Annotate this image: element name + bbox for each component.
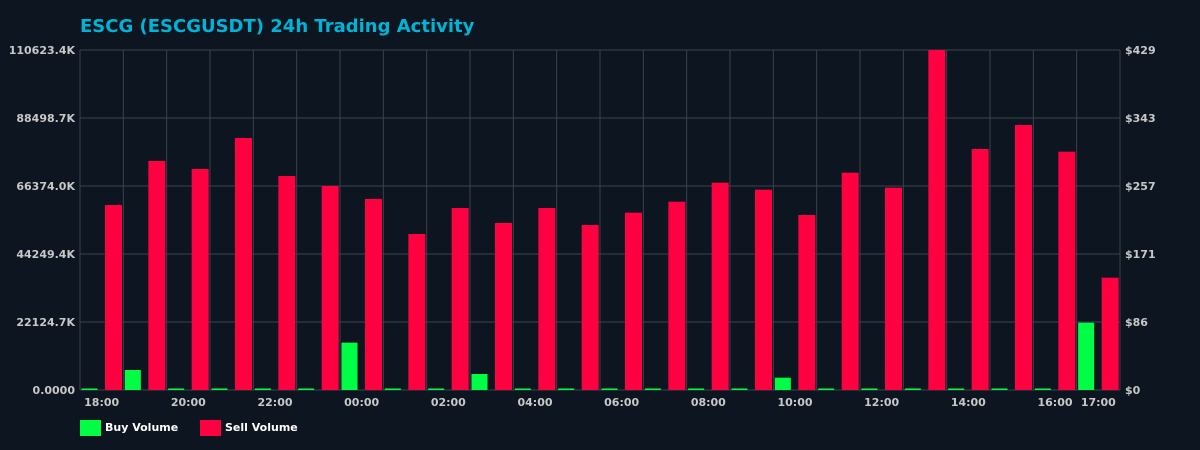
bar-sell-volume bbox=[235, 138, 252, 390]
y-tick-label-left: 110623.4K bbox=[9, 44, 76, 57]
x-tick-label: 18:00 bbox=[84, 396, 119, 409]
bar-buy-volume bbox=[904, 388, 921, 390]
bars bbox=[81, 50, 1119, 391]
x-tick-label: 02:00 bbox=[431, 396, 466, 409]
x-tick-label: 22:00 bbox=[257, 396, 292, 409]
x-tick-label: 14:00 bbox=[951, 396, 986, 409]
y-tick-label-left: 66374.0K bbox=[16, 180, 75, 193]
x-tick-label: 06:00 bbox=[604, 396, 639, 409]
bar-sell-volume bbox=[365, 199, 382, 390]
x-tick-label: 10:00 bbox=[777, 396, 812, 409]
bar-buy-volume bbox=[254, 388, 271, 390]
bar-buy-volume bbox=[688, 388, 705, 390]
bar-sell-volume bbox=[1015, 124, 1032, 391]
bar-buy-volume bbox=[81, 388, 98, 390]
bar-sell-volume bbox=[885, 187, 902, 390]
x-tick-label: 17:00 bbox=[1081, 396, 1116, 409]
x-axis: 18:00 20:00 22:00 00:00 02:00 04:00 06:00 08:00… bbox=[84, 396, 1116, 409]
bar-sell-volume bbox=[755, 189, 772, 390]
y-tick-label-right: $429 bbox=[1125, 44, 1156, 57]
y-tick-label-left: 22124.7K bbox=[16, 316, 75, 329]
x-tick-label: 04:00 bbox=[517, 396, 552, 409]
x-tick-label: 16:00 bbox=[1037, 396, 1072, 409]
bar-buy-volume bbox=[601, 388, 618, 390]
bar-sell-volume bbox=[625, 212, 642, 390]
bar-buy-volume bbox=[644, 388, 661, 390]
bar-buy-volume bbox=[168, 388, 185, 390]
bar-buy-volume bbox=[948, 388, 965, 390]
bar-sell-volume bbox=[451, 208, 469, 390]
bar-buy-volume bbox=[298, 388, 315, 390]
chart-title: ESCG (ESCGUSDT) 24h Trading Activity bbox=[80, 16, 475, 37]
bar-buy-volume bbox=[514, 388, 531, 390]
bar-sell-volume bbox=[581, 224, 599, 390]
bar-sell-volume bbox=[538, 208, 556, 390]
bar-sell-volume bbox=[971, 148, 989, 390]
bar-buy-volume bbox=[341, 342, 358, 390]
y-tick-label-left: 44249.4K bbox=[16, 248, 75, 261]
x-tick-label: 12:00 bbox=[864, 396, 899, 409]
bar-sell-volume bbox=[841, 172, 859, 390]
legend-swatch-buy bbox=[80, 420, 101, 436]
y-tick-label-right: $257 bbox=[1125, 180, 1156, 193]
y-tick-label-left: 0.0000 bbox=[33, 384, 76, 397]
bar-sell-volume bbox=[928, 50, 946, 390]
y-tick-label-right: $343 bbox=[1125, 112, 1156, 125]
bar-buy-volume bbox=[384, 388, 401, 390]
bar-sell-volume bbox=[321, 186, 339, 390]
bar-buy-volume bbox=[991, 388, 1008, 390]
grid bbox=[79, 49, 1121, 391]
x-tick-label: 00:00 bbox=[344, 396, 379, 409]
bar-sell-volume bbox=[668, 201, 686, 390]
bar-sell-volume bbox=[798, 214, 816, 390]
x-tick-label: 20:00 bbox=[171, 396, 206, 409]
y-axis-right: $0 $86 $171 $257 $343 $429 bbox=[1125, 44, 1156, 397]
bar-sell-volume bbox=[191, 169, 209, 390]
bar-buy-volume bbox=[774, 377, 791, 390]
bar-buy-volume bbox=[558, 388, 575, 390]
bar-sell-volume bbox=[105, 205, 122, 390]
legend-label-buy: Buy Volume bbox=[105, 421, 178, 434]
legend: Buy Volume Sell Volume bbox=[80, 420, 298, 436]
y-tick-label-left: 88498.7K bbox=[16, 112, 75, 125]
bar-buy-volume bbox=[124, 370, 141, 390]
bar-sell-volume bbox=[495, 222, 512, 390]
bar-buy-volume bbox=[211, 388, 228, 390]
bar-sell-volume bbox=[1101, 277, 1119, 390]
bar-buy-volume bbox=[731, 388, 748, 390]
legend-label-sell: Sell Volume bbox=[225, 421, 298, 434]
bar-buy-volume bbox=[428, 388, 445, 390]
bar-sell-volume bbox=[278, 175, 296, 390]
y-tick-label-right: $0 bbox=[1125, 384, 1141, 397]
bar-buy-volume bbox=[1034, 388, 1051, 390]
bar-buy-volume bbox=[471, 373, 488, 390]
x-tick-label: 08:00 bbox=[691, 396, 726, 409]
bar-buy-volume bbox=[1078, 322, 1095, 390]
bar-sell-volume bbox=[1058, 151, 1076, 390]
y-axis-left: 0.0000 22124.7K 44249.4K 66374.0K 88498.7K 11… bbox=[9, 44, 76, 397]
y-tick-label-right: $86 bbox=[1125, 316, 1148, 329]
bar-sell-volume bbox=[711, 182, 729, 390]
bar-sell-volume bbox=[408, 233, 426, 390]
bar-buy-volume bbox=[818, 388, 835, 390]
y-tick-label-right: $171 bbox=[1125, 248, 1156, 261]
bar-buy-volume bbox=[861, 388, 878, 390]
legend-swatch-sell bbox=[200, 420, 221, 436]
bar-sell-volume bbox=[148, 161, 166, 390]
